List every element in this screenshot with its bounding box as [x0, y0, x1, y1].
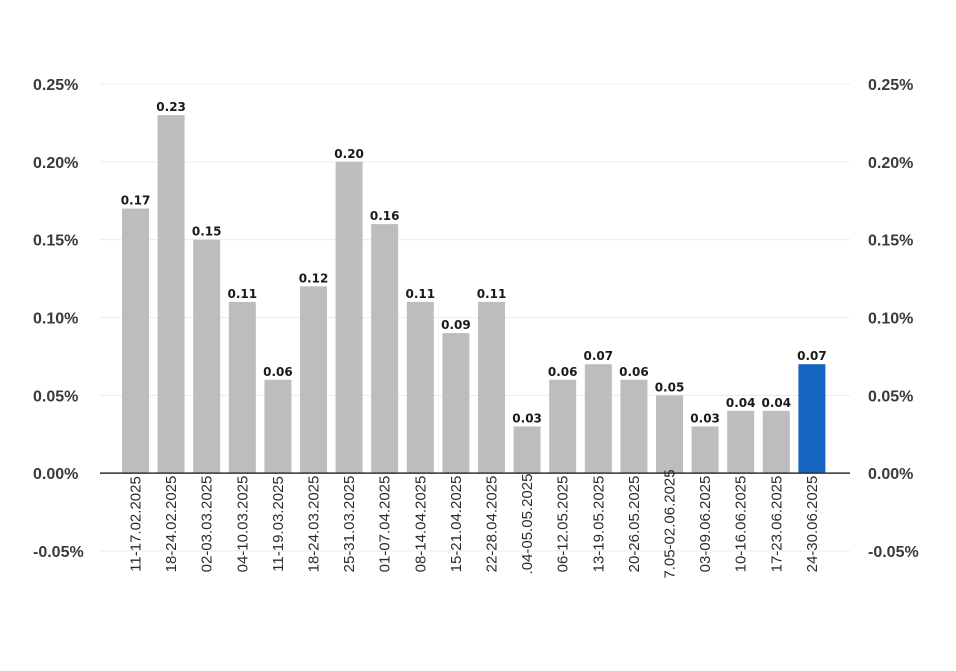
category-label: 24-30.06.2025: [804, 476, 821, 573]
x-axis-category-labels: 11-17.02.2025 18-24.02.2025 02-03.03.2025 0…: [128, 469, 821, 578]
bar: [798, 364, 826, 474]
bar-value-label: 0.03: [512, 411, 542, 425]
bar: [478, 301, 505, 474]
bar: [406, 301, 434, 474]
category-label: 22-28.04.2025: [484, 476, 501, 573]
right-y-tick-label: 0.15%: [868, 233, 913, 250]
bar-value-label: 0.06: [619, 365, 649, 379]
category-label: 25-31.03.2025: [341, 476, 358, 573]
bar: [584, 364, 612, 474]
category-label: 20-26.05.2025: [626, 476, 643, 573]
category-label: 11-17.02.2025: [128, 476, 145, 572]
bar-value-label: 0.09: [441, 318, 471, 332]
bar-value-label: 0.11: [405, 287, 435, 301]
right-y-tick-label: 0.25%: [868, 77, 913, 94]
bar-value-label: 0.20: [334, 147, 364, 161]
category-label: 13-19.05.2025: [590, 476, 607, 573]
bar-value-label: 0.17: [121, 194, 151, 208]
bar: [264, 379, 292, 474]
bar-value-label: 0.07: [797, 349, 827, 363]
right-y-tick-label: 0.05%: [868, 388, 913, 405]
data-labels: 0.17 0.23 0.15 0.11 0.06 0.12 0.20 0.16 0.11 0.09…: [121, 100, 827, 425]
left-y-tick-label: 0.00%: [33, 466, 78, 483]
bar: [620, 379, 648, 474]
bar: [193, 239, 221, 474]
bar: [300, 286, 327, 474]
left-y-tick-label: -0.05%: [33, 544, 84, 561]
bar: [122, 208, 149, 474]
bar-value-label: 0.23: [156, 100, 186, 114]
left-y-tick-label: 0.25%: [33, 77, 78, 94]
category-label: 11-19.03.2025: [270, 476, 287, 572]
bar: [157, 115, 185, 474]
left-y-tick-label: 0.10%: [33, 311, 78, 328]
category-label: 03-09.06.2025: [697, 476, 714, 573]
category-label: 17-23.06.2025: [768, 476, 785, 573]
bar: [228, 301, 256, 474]
right-y-tick-label: -0.05%: [868, 544, 919, 561]
bar-value-label: 0.04: [761, 396, 791, 410]
left-y-tick-label: 0.15%: [33, 233, 78, 250]
bar-value-label: 0.16: [370, 209, 400, 223]
right-y-axis: 0.25% 0.20% 0.15% 0.10% 0.05% 0.00% -0.05%: [868, 77, 919, 561]
bar-value-label: 0.06: [263, 365, 293, 379]
bar-value-label: 0.06: [548, 365, 578, 379]
category-label: 02-03.03.2025: [199, 476, 216, 573]
bar: [371, 224, 399, 474]
category-label: .04-05.05.2025: [519, 474, 536, 575]
bar-value-label: 0.05: [655, 380, 685, 394]
bar: [762, 410, 790, 474]
bar: [513, 426, 541, 474]
bar-value-label: 0.15: [192, 225, 222, 239]
category-label: 10-16.06.2025: [733, 476, 750, 573]
right-y-tick-label: 0.10%: [868, 311, 913, 328]
category-label: 7.05-02.06.2025: [662, 469, 679, 578]
category-label: 04-10.03.2025: [234, 476, 251, 573]
right-y-tick-label: 0.00%: [868, 466, 913, 483]
bar: [335, 161, 363, 474]
category-label: 15-21.04.2025: [448, 476, 465, 573]
bars: [122, 115, 826, 474]
left-y-tick-label: 0.05%: [33, 388, 78, 405]
right-y-tick-label: 0.20%: [868, 155, 913, 172]
bar-value-label: 0.12: [299, 271, 329, 285]
left-y-axis: 0.25% 0.20% 0.15% 0.10% 0.05% 0.00% -0.05%: [33, 77, 84, 561]
bar-value-label: 0.07: [583, 349, 613, 363]
bar-value-label: 0.11: [227, 287, 257, 301]
bar-value-label: 0.03: [690, 411, 720, 425]
category-label: 18-24.03.2025: [306, 476, 323, 573]
category-label: 08-14.04.2025: [412, 476, 429, 573]
bar: [691, 426, 719, 474]
grid-lines: [100, 83, 850, 552]
left-y-tick-label: 0.20%: [33, 155, 78, 172]
bar: [656, 395, 683, 474]
category-label: 01-07.04.2025: [377, 476, 394, 573]
bar: [727, 410, 755, 474]
category-label: 06-12.05.2025: [555, 476, 572, 573]
bar-value-label: 0.04: [726, 396, 756, 410]
bar: [549, 379, 577, 474]
category-label: 18-24.02.2025: [163, 476, 180, 573]
bar: [442, 333, 470, 474]
bar-value-label: 0.11: [477, 287, 507, 301]
